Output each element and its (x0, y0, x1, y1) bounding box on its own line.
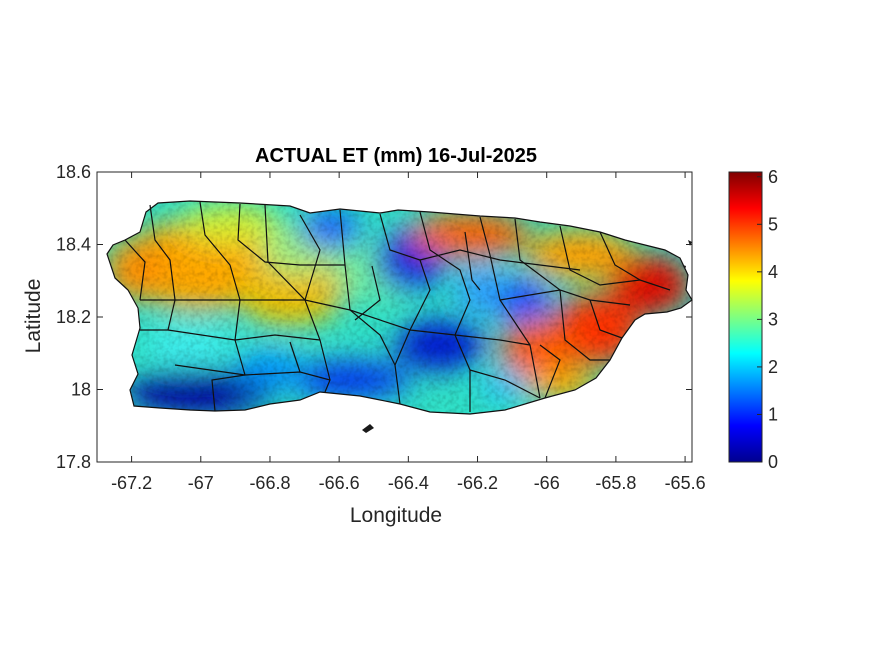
colorbar-tick-label: 3 (768, 309, 778, 329)
y-tick-label: 18 (71, 380, 91, 400)
x-tick-label: -65.6 (665, 473, 706, 493)
x-tick-label: -66.2 (457, 473, 498, 493)
municipality-boundaries (106, 200, 693, 415)
x-tick-label: -67 (188, 473, 214, 493)
colorbar-ticks: 0 1 2 3 4 5 6 (757, 167, 778, 472)
y-tick-label: 17.8 (56, 452, 91, 472)
y-tick-label: 18.4 (56, 235, 91, 255)
x-tick-label: -66.4 (388, 473, 429, 493)
colorbar-tick-label: 1 (768, 404, 778, 424)
y-tick-label: 18.6 (56, 162, 91, 182)
small-islands (362, 240, 692, 433)
chart-title: ACTUAL ET (mm) 16-Jul-2025 (255, 145, 537, 167)
x-tick-label: -67.2 (111, 473, 152, 493)
x-tick-label: -66.6 (319, 473, 360, 493)
x-tick-label: -66 (534, 473, 560, 493)
colorbar (728, 171, 763, 463)
colorbar-tick-label: 2 (768, 357, 778, 377)
y-axis-label: Latitude (22, 279, 45, 354)
y-tick-label: 18.2 (56, 307, 91, 327)
colorbar-tick-label: 0 (768, 452, 778, 472)
x-tick-label: -66.8 (249, 473, 290, 493)
x-tick-label: -65.8 (595, 473, 636, 493)
colorbar-tick-label: 5 (768, 214, 778, 234)
colorbar-tick-label: 6 (768, 167, 778, 187)
y-axis-ticks: 18.6 18.4 18.2 18 17.8 (56, 162, 692, 472)
colorbar-tick-label: 4 (768, 262, 778, 282)
x-axis-ticks: -67.2 -67 -66.8 -66.6 -66.4 -66.2 -66 -65.8 -65.… (111, 172, 706, 493)
x-axis-label: Longitude (350, 504, 442, 527)
